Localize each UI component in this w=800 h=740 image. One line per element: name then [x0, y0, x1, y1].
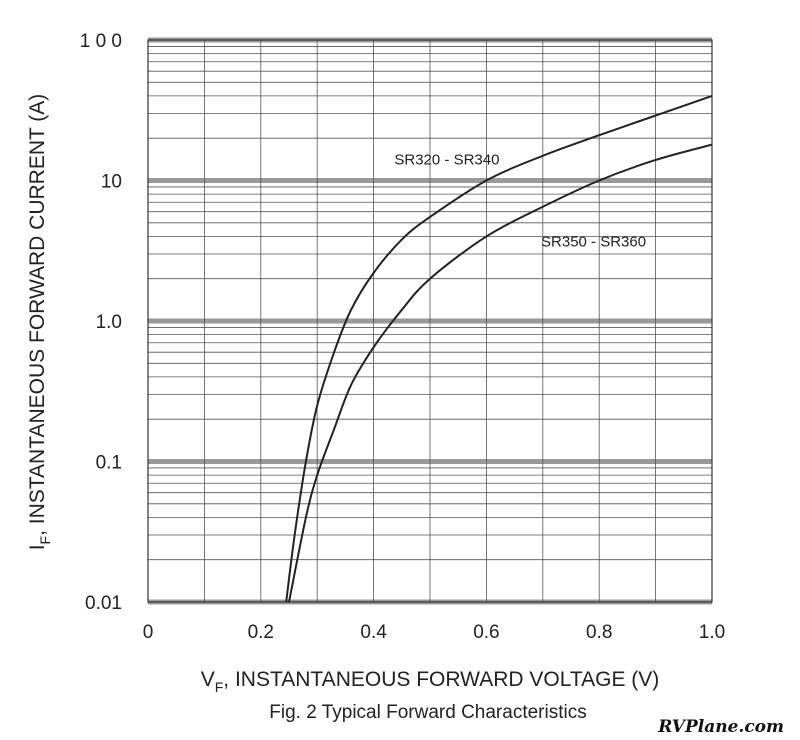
- y-tick-label: 0.01: [85, 593, 122, 614]
- y-axis-symbol: I: [26, 544, 49, 550]
- x-tick-label: 0.6: [473, 622, 499, 643]
- series-label-1: SR320 - SR340: [394, 151, 499, 168]
- y-tick-label: 1.0: [96, 312, 122, 333]
- y-tick-label: 1 0 0: [80, 31, 122, 52]
- x-axis-text: , INSTANTANEOUS FORWARD VOLTAGE (V): [223, 668, 659, 691]
- x-tick-labels: 0 0.2 0.4 0.6 0.8 1.0: [143, 622, 726, 643]
- x-tick-label: 0.2: [248, 622, 274, 643]
- x-tick-label: 1.0: [699, 622, 725, 643]
- series-line-1: [285, 94, 713, 603]
- x-tick-label: 0.8: [586, 622, 612, 643]
- figure-caption: Fig. 2 Typical Forward Characteristics: [269, 702, 586, 723]
- series-line-2: [288, 143, 713, 603]
- x-axis-symbol: V: [201, 668, 215, 691]
- grid: [148, 37, 712, 605]
- y-tick-labels: 0.01 0.1 1.0 10 1 0 0: [80, 31, 122, 614]
- y-axis-label: IF, INSTANTANEOUS FORWARD CURRENT (A): [26, 94, 53, 551]
- x-axis-subscript: F: [215, 679, 224, 695]
- x-tick-label: 0.4: [360, 622, 387, 643]
- x-tick-label: 0: [143, 622, 154, 643]
- y-tick-label: 0.1: [96, 453, 122, 474]
- x-axis-label: VF, INSTANTANEOUS FORWARD VOLTAGE (V): [201, 668, 660, 695]
- curves: [285, 94, 713, 603]
- y-axis-text: , INSTANTANEOUS FORWARD CURRENT (A): [26, 94, 49, 536]
- series-label-2: SR350 - SR360: [541, 233, 646, 250]
- y-tick-label: 10: [101, 172, 122, 193]
- watermark: RVPlane.com: [657, 717, 784, 737]
- plot-frame: [147, 39, 713, 603]
- series-labels: SR320 - SR340 SR350 - SR360: [394, 151, 646, 250]
- y-axis-subscript: F: [37, 536, 53, 545]
